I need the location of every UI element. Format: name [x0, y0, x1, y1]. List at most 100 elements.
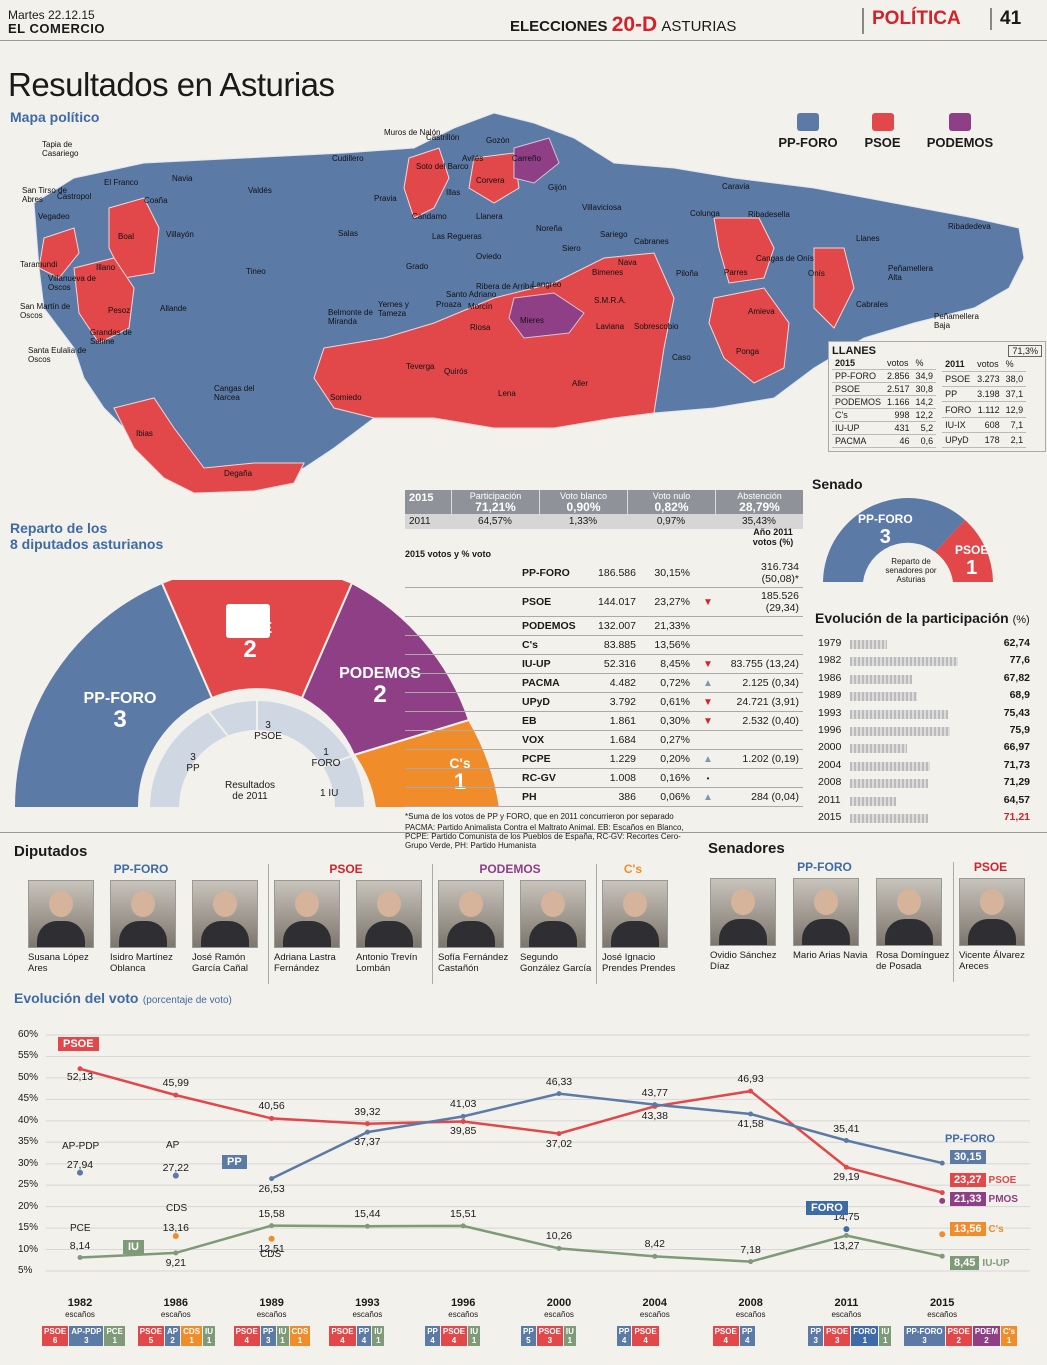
llanes-cell: 1.112 — [974, 401, 1003, 418]
seat-party: IU — [374, 1327, 383, 1336]
seat-count: 3 — [84, 1336, 89, 1345]
senado-psoe-label: PSOE — [955, 543, 989, 557]
seat-party: IU — [565, 1327, 574, 1336]
map-label: Ponga — [736, 347, 760, 356]
map-label: Boal — [118, 232, 135, 241]
llanes-cell: 12,2 — [912, 408, 937, 422]
results-spacer — [405, 730, 518, 750]
summary-2015-cell: Voto nulo 0,82% — [627, 490, 715, 514]
data-label: 46,93 — [737, 1073, 764, 1086]
results-2011: 2.532 (0,40) — [722, 711, 803, 731]
evo-cds-1989-label: CDS — [260, 1249, 282, 1260]
llanes-row: UPyD 178 2,1 — [942, 432, 1027, 449]
participation-value: 71,73 — [1003, 758, 1030, 771]
llanes-2011-year: 2011 — [942, 357, 975, 373]
shoulders-icon — [885, 919, 933, 945]
data-label: 15,58 — [258, 1207, 285, 1220]
psoe-logo-icon — [871, 113, 894, 131]
seat-group: PP 3 PSOE 3 FORO 1 IU 1 — [808, 1326, 898, 1348]
llanes-cell: 2,1 — [1002, 432, 1027, 449]
series-line-psoe — [79, 1067, 943, 1194]
results-spacer — [405, 635, 518, 655]
seat-count: 3 — [922, 1336, 927, 1345]
shoulders-icon — [365, 921, 413, 947]
map-label: Sobrescobio — [634, 322, 679, 331]
results-table: PP-FORO 186.586 30,15% 316.734 (50,08)* PSOE… — [405, 559, 803, 807]
seat-count: 5 — [148, 1336, 154, 1345]
participation-year: 2000 — [818, 741, 842, 754]
seat-count: 1 — [376, 1336, 381, 1345]
r2011-pp-seats: 3 — [190, 752, 196, 763]
results-votes: 144.017 — [582, 587, 640, 617]
representative-name: José Ignacio Prendes Prendes — [602, 952, 676, 974]
face-icon — [623, 891, 647, 917]
seat-party: PP — [810, 1327, 822, 1336]
reparto-podemos-label: PODEMOS — [339, 665, 421, 682]
evo-apdp-label: AP-PDP — [62, 1141, 100, 1152]
shoulders-icon — [529, 921, 577, 947]
podemos-logo-icon — [949, 113, 971, 131]
seat-count: 4 — [744, 1336, 750, 1345]
participation-value: 71,21 — [1003, 811, 1030, 823]
legend-ppforo-label: PP-FORO — [778, 135, 838, 150]
seat-box: CDS 1 — [289, 1326, 311, 1346]
escanos-label: escaños — [448, 1310, 479, 1319]
map-label: Grado — [406, 262, 429, 271]
data-label: 41,58 — [737, 1118, 764, 1131]
seat-group: PP-FORO 3 PSOE 2 PDEM 2 C's 1 — [904, 1326, 1018, 1348]
results-2011 — [722, 730, 803, 750]
map-label: Lena — [498, 389, 516, 398]
x-year-label: 1989 — [259, 1297, 284, 1309]
data-label: 13,27 — [833, 1239, 860, 1252]
face-icon — [49, 891, 73, 917]
map-label: Navia — [172, 174, 193, 183]
results-pct: 13,56% — [640, 635, 694, 655]
map-subtitle: Mapa político — [10, 109, 100, 125]
llanes-cell: 2.856 — [884, 369, 913, 383]
shoulders-icon — [201, 921, 249, 947]
seat-party: PP — [523, 1327, 534, 1336]
participation-year: 1979 — [818, 637, 842, 649]
participation-bar — [850, 744, 908, 754]
map-label: Colunga — [690, 209, 720, 218]
participation-year: 2008 — [818, 776, 842, 789]
seat-party: CDS — [291, 1327, 309, 1336]
representative-name: Segundo González García — [520, 952, 592, 974]
seat-box: PP 4 — [425, 1326, 440, 1346]
llanes-cell: FORO — [942, 401, 975, 418]
shoulders-icon — [719, 919, 767, 945]
llanes-cell: 2.517 — [884, 382, 913, 396]
results-row: PH 386 0,06% ▲ 284 (0,04) — [405, 787, 803, 807]
legend-ppforo: PP-FORO — [778, 113, 838, 150]
r2011-foro-label: FORO — [311, 758, 341, 769]
r2011-foro: 1 FORO — [308, 747, 344, 769]
evo-cds-1986-label: CDS — [166, 1203, 188, 1214]
dot-icon: • — [706, 774, 710, 783]
representative: Mario Arias Navia — [793, 878, 870, 961]
data-label: 37,02 — [545, 1137, 573, 1150]
map-label: Illas — [446, 188, 461, 197]
seat-box: PSOE 2 — [945, 1326, 972, 1346]
arrow-up-icon: ▲ — [703, 754, 713, 765]
map-label: Caravia — [722, 182, 750, 191]
series-point — [939, 1160, 945, 1166]
representative-name: Mario Arias Navia — [793, 950, 868, 961]
results-header-2015: 2015 votos y % voto — [405, 549, 492, 559]
participation-year: 2004 — [818, 758, 842, 771]
representative: Sofía Fernández Castañón — [438, 880, 514, 974]
series-point — [77, 1255, 83, 1261]
results-party: PACMA — [518, 673, 582, 693]
llanes-2015-table: 2015 votos% PP-FORO 2.856 34,9 PSOE 2.517 30,8… — [832, 357, 937, 448]
results-party: VOX — [518, 730, 582, 750]
results-row: C's 83.885 13,56% — [405, 635, 803, 655]
participation-value: 75,9 — [1009, 724, 1030, 736]
seat-count: 1 — [112, 1336, 117, 1345]
map-label: Villanueva de Oscos — [48, 274, 96, 292]
llanes-cell: 37,1 — [1002, 386, 1027, 403]
page-title: Resultados en Asturias — [8, 66, 335, 103]
series-point — [460, 1118, 466, 1124]
results-trend: ▲ — [694, 749, 722, 769]
seat-count: 1 — [567, 1336, 573, 1345]
asturias-political-map — [33, 112, 1025, 494]
senado-ppforo-seats: 3 — [879, 526, 891, 548]
